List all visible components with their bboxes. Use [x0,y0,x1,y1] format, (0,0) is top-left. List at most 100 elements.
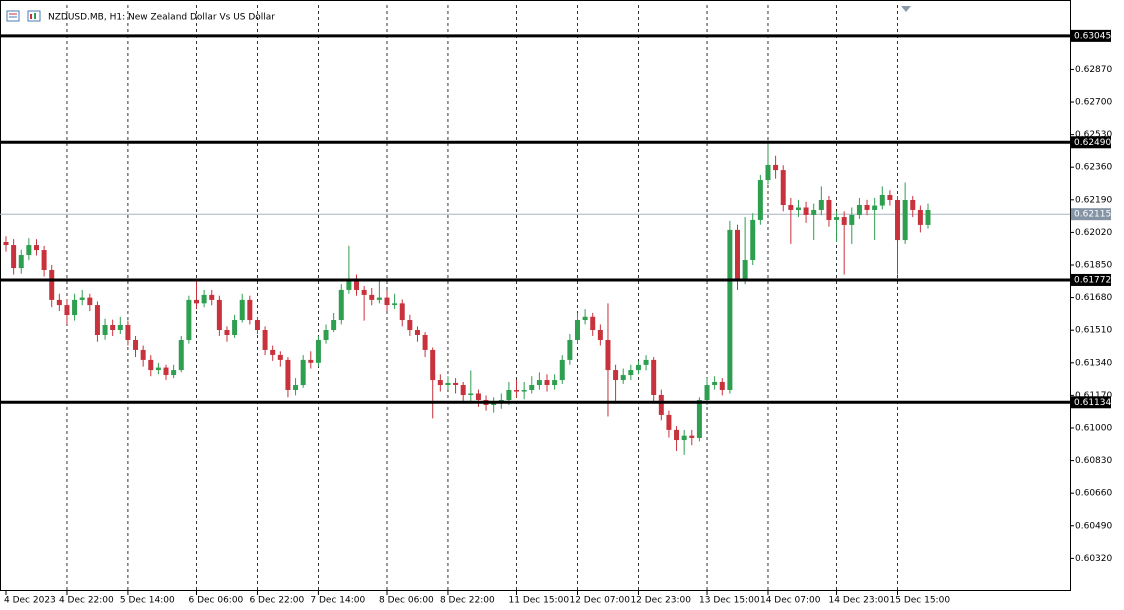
candle-body [87,297,93,306]
candle-body [780,170,786,205]
candle-body [224,330,230,335]
candle-body [140,349,146,360]
x-tick-label: 4 Dec 2023 [4,596,56,606]
x-tick-label: 11 Dec 15:00 [509,596,570,606]
candle-body [453,382,459,386]
y-tick-label: 0.60830 [1075,456,1112,466]
x-tick-label: 15 Dec 15:00 [890,596,951,606]
y-tick-label: 0.62190 [1075,195,1112,205]
icon [34,13,36,19]
candle-body [849,214,855,225]
candle-body [163,367,169,376]
x-tick-label: 12 Dec 07:00 [569,596,630,606]
candle-body [597,330,603,340]
y-tick-label: 0.61170 [1075,391,1112,401]
candle-body [735,229,741,280]
level-box [1071,29,1111,42]
x-tick-label: 8 Dec 06:00 [379,596,434,606]
candle-body [94,305,100,335]
y-tick-label: 0.62530 [1075,130,1112,140]
candle-body [346,279,352,290]
candle-body [41,250,47,270]
candle-body [117,325,123,330]
x-tick-label: 14 Dec 07:00 [760,596,821,606]
candle-body [841,217,847,225]
candle-body [742,260,748,280]
candle-body [315,339,321,363]
candle-body [178,339,184,371]
plot-frame [0,0,1071,591]
icon [6,10,20,22]
chart-title: NZDUSD.MB, H1: New Zealand Dollar Vs US … [48,13,275,23]
candle-body [3,241,9,246]
candle-body [925,209,931,225]
candle-body [437,380,443,386]
candle-body [658,395,664,415]
candle-body [475,393,481,400]
candle-body [879,195,885,206]
candle-body [902,200,908,241]
candle-body [56,299,62,306]
level-box [1071,396,1111,409]
candle-body [506,390,512,400]
candle-body [201,294,207,304]
y-tick-label: 0.60660 [1075,489,1112,499]
candle-body [643,359,649,365]
x-tick-label: 7 Dec 14:00 [310,596,365,606]
y-tick-label: 0.60490 [1075,521,1112,531]
candle-body [11,245,17,269]
candle-body [864,204,870,210]
candle-body [567,339,573,360]
candle-body [696,399,702,438]
title-icons [6,10,41,22]
candle-body [689,435,695,438]
candle-body [826,200,832,220]
candle-body [369,294,375,300]
candles [3,140,931,455]
candle-body [407,320,413,330]
y-tick-label: 0.62700 [1075,98,1112,108]
candle-body [171,370,177,376]
candle-body [910,200,916,210]
candle-body [354,279,360,290]
level-label: 0.62490 [1074,138,1111,148]
candle-body [384,297,390,306]
current-price-box [1071,208,1111,221]
candle-body [582,316,588,321]
candle-body [468,393,474,395]
candle-body [811,209,817,215]
candle-body [148,359,154,371]
candle-body [232,320,238,335]
level-label: 0.61772 [1074,275,1111,285]
candle-body [285,359,291,391]
icon [30,14,32,19]
candle-body [254,320,260,330]
candle-body [872,205,878,210]
candle-body [361,289,367,295]
y-tick-label: 0.61340 [1075,358,1112,368]
candle-body [552,380,558,386]
level-label: 0.63045 [1074,31,1111,41]
candle-body [788,204,794,210]
candle-body [26,245,32,256]
candle-body [704,385,710,400]
candle-body [590,316,596,330]
level-box [1071,273,1111,286]
candle-body [818,200,824,210]
candle-body [323,330,329,340]
candle-body [727,229,733,391]
candle-body [514,390,520,392]
candle-body [574,320,580,340]
candle-body [681,435,687,441]
x-tick-label: 12 Dec 23:00 [630,596,691,606]
candle-body [536,380,542,386]
candle-body [757,180,763,220]
x-tick-label: 4 Dec 22:00 [59,596,114,606]
candle-body [765,164,771,181]
candle-body [338,289,344,321]
candle-body [445,382,451,386]
candle-body [300,359,306,386]
candle-body [834,217,840,220]
candle-body [605,339,611,371]
candle-body [422,334,428,350]
